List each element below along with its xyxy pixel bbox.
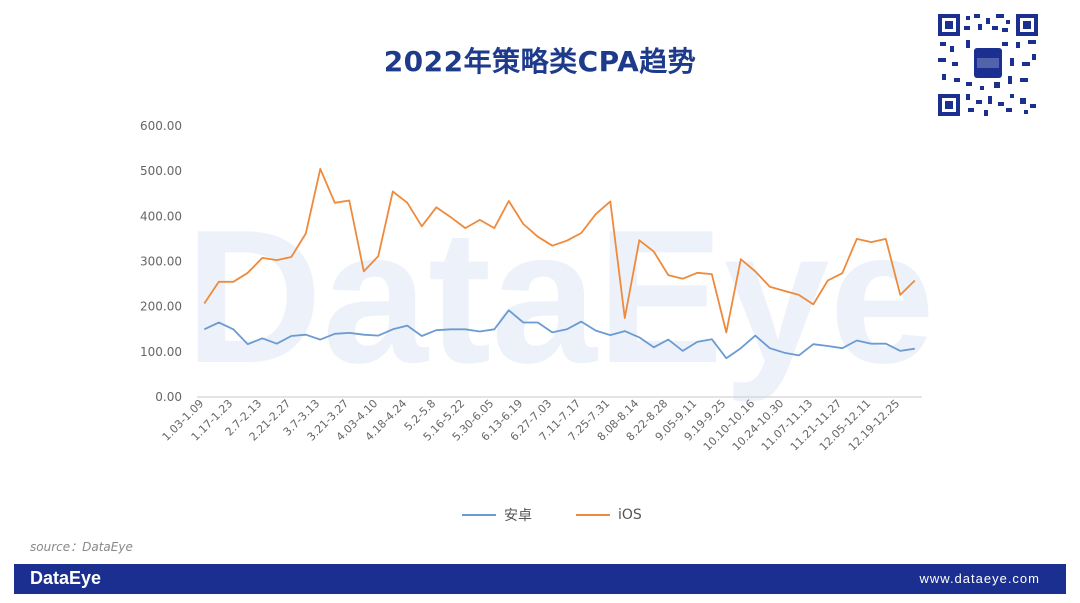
legend: 安卓 iOS [462,504,686,526]
y-tick-label: 0.00 [155,390,182,404]
qr-code [936,12,1040,118]
legend-swatch-android [462,514,496,516]
footer-bar: DataEye www.dataeye.com [14,564,1066,594]
legend-item-ios: iOS [576,507,642,523]
series-lines [203,167,916,360]
legend-item-android: 安卓 [462,505,532,525]
chart-title: 2022年策略类CPA趋势 [383,45,697,78]
legend-label-ios: iOS [618,507,642,523]
y-tick-label: 100.00 [140,345,182,359]
y-tick-label: 300.00 [140,255,182,269]
y-tick-label: 500.00 [140,164,182,178]
x-axis: 1.03-1.091.17-1.232.7-2.132.21-2.273.7-3… [160,397,903,454]
y-tick-label: 200.00 [140,300,182,314]
footer-url: www.dataeye.com [919,571,1040,586]
watermark: DataEye [185,191,935,403]
series-line-android [203,309,915,360]
y-tick-label: 400.00 [140,209,182,223]
legend-swatch-ios [576,514,610,516]
footer-logo: DataEye [30,568,102,588]
y-tick-label: 600.00 [140,119,182,133]
legend-label-android: 安卓 [504,508,532,524]
series-line-ios [203,167,916,334]
source-note: source：DataEye [30,540,133,554]
y-axis: 0.00 100.00 200.00 300.00 400.00 500.00 600.00 [140,119,182,404]
